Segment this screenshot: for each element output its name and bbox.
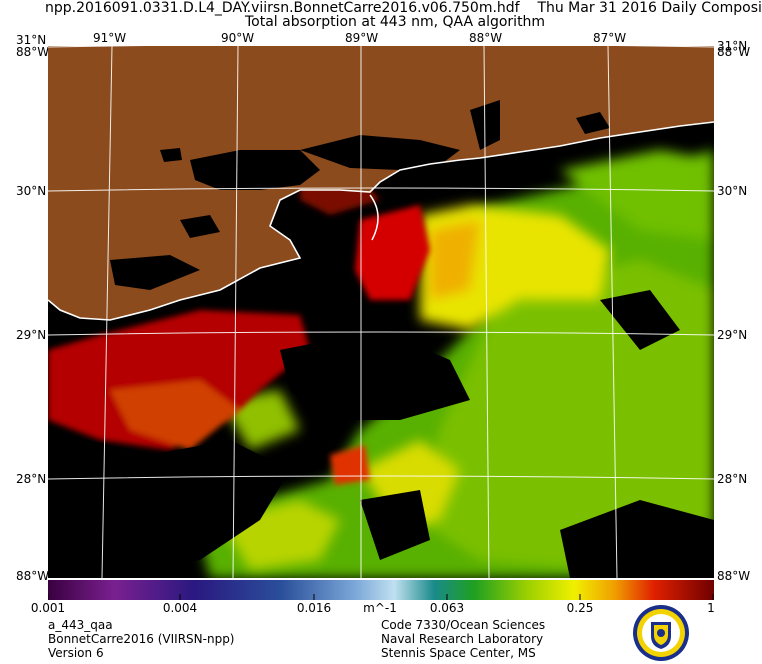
product-subtitle: Total absorption at 443 nm, QAA algorith… — [245, 14, 546, 30]
inland-water — [110, 100, 610, 290]
lon-label-89: 89°W — [345, 31, 378, 45]
colorbar-tick-025: 0.25 — [566, 601, 594, 615]
lat-label-31-right: 31°N — [717, 39, 747, 53]
footer-version: Version 6 — [48, 646, 104, 660]
footer-product-name: a_443_qaa — [48, 618, 113, 632]
colorbar-tick-0016: 0.016 — [296, 601, 332, 615]
satellite-map: 31°N 30°N 29°N 28°N 88°W 88°W 31°N 30°N … — [16, 31, 750, 583]
lat-label-31-left: 31°N — [16, 33, 46, 47]
footer-location: Stennis Space Center, MS — [381, 646, 536, 660]
corner-label-bottom-left: 88°W — [16, 569, 49, 583]
coastline — [48, 121, 714, 321]
lat-labels-left: 31°N 30°N 29°N 28°N 88°W 88°W — [16, 33, 49, 583]
footer-institution: Code 7330/Ocean Sciences Naval Research … — [381, 618, 545, 660]
lat-label-29-right: 29°N — [717, 328, 747, 342]
footer-product-info: a_443_qaa BonnetCarre2016 (VIIRSN-npp) V… — [48, 618, 235, 660]
land-mass — [48, 46, 714, 320]
corner-label-top-left: 88°W — [16, 45, 49, 59]
colorbar-unit: m^-1 — [363, 601, 397, 615]
lat-label-30-right: 30°N — [717, 184, 747, 198]
graticule — [48, 46, 714, 578]
cloud-mask — [48, 290, 714, 578]
file-title: npp.2016091.0331.D.L4_DAY.viirsn.BonnetC… — [45, 0, 762, 16]
colorbar-tick-0004: 0.004 — [162, 601, 198, 615]
lon-labels: 91°W 90°W 89°W 88°W 87°W — [93, 31, 626, 45]
colorbar-tick-1: 1 — [707, 601, 715, 615]
high-absorption-field — [48, 165, 430, 485]
colorbar-tick-0001: 0.001 — [30, 601, 66, 615]
lon-label-90: 90°W — [221, 31, 254, 45]
corner-label-top-right: 88°W — [717, 45, 750, 59]
lat-label-28-right: 28°N — [717, 472, 747, 486]
lon-label-87: 87°W — [593, 31, 626, 45]
lat-labels-right: 31°N 30°N 29°N 28°N 88°W 88°W — [717, 39, 750, 583]
lat-label-28-left: 28°N — [16, 472, 46, 486]
lon-label-91: 91°W — [93, 31, 126, 45]
colorbar — [48, 580, 714, 600]
footer-region: BonnetCarre2016 (VIIRSN-npp) — [48, 632, 235, 646]
lon-label-88: 88°W — [469, 31, 502, 45]
lat-label-30-left: 30°N — [16, 184, 46, 198]
footer-code: Code 7330/Ocean Sciences — [381, 618, 546, 632]
colorbar-tick-0063: 0.063 — [429, 601, 465, 615]
corner-label-bottom-right: 88°W — [717, 569, 750, 583]
lat-label-29-left: 29°N — [16, 328, 46, 342]
footer-lab: Naval Research Laboratory — [381, 632, 544, 646]
chandeleur-islands — [369, 194, 379, 241]
nrl-seal-logo — [633, 605, 689, 661]
